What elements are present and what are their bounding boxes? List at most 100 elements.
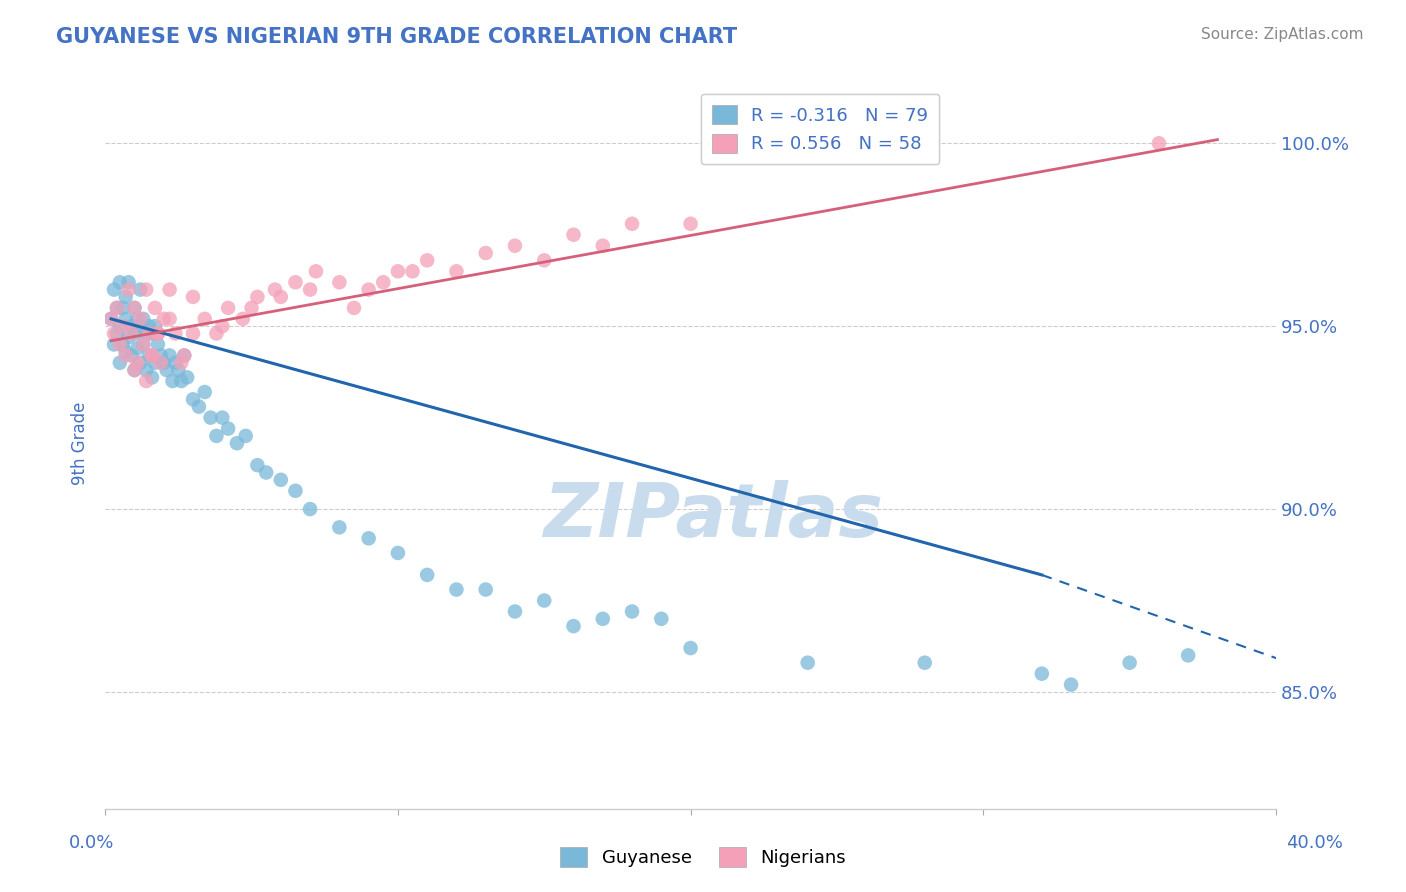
Point — [105, 326, 128, 341]
Point — [235, 429, 257, 443]
Point — [121, 348, 143, 362]
Point — [141, 370, 163, 384]
Point — [446, 264, 468, 278]
Point — [205, 326, 228, 341]
Point — [562, 227, 585, 242]
Point — [401, 264, 423, 278]
Point — [211, 319, 233, 334]
Point — [416, 568, 439, 582]
Point — [167, 363, 190, 377]
Point — [108, 356, 131, 370]
Point — [246, 290, 269, 304]
Point — [117, 330, 139, 344]
Point — [194, 311, 217, 326]
Point — [592, 238, 614, 252]
Point — [194, 384, 217, 399]
Text: Source: ZipAtlas.com: Source: ZipAtlas.com — [1201, 27, 1364, 42]
Point — [181, 392, 204, 407]
Point — [114, 348, 136, 362]
Point — [240, 301, 263, 315]
Point — [187, 400, 209, 414]
Point — [533, 253, 555, 268]
Point — [246, 458, 269, 472]
Point — [176, 370, 198, 384]
Point — [100, 311, 122, 326]
Point — [132, 337, 155, 351]
Point — [270, 290, 292, 304]
Point — [211, 410, 233, 425]
Point — [170, 374, 193, 388]
Point — [173, 348, 195, 362]
Text: 40.0%: 40.0% — [1286, 834, 1343, 852]
Point — [152, 356, 174, 370]
Point — [173, 348, 195, 362]
Point — [159, 283, 181, 297]
Point — [127, 311, 149, 326]
Point — [474, 246, 496, 260]
Legend: R = -0.316   N = 79, R = 0.556   N = 58: R = -0.316 N = 79, R = 0.556 N = 58 — [700, 94, 939, 164]
Point — [446, 582, 468, 597]
Point — [621, 217, 644, 231]
Point — [146, 326, 169, 341]
Point — [117, 275, 139, 289]
Point — [562, 619, 585, 633]
Point — [165, 326, 187, 341]
Y-axis label: 9th Grade: 9th Grade — [72, 401, 89, 485]
Point — [135, 326, 157, 341]
Point — [284, 275, 307, 289]
Text: ZIPatlas: ZIPatlas — [544, 480, 884, 553]
Point — [357, 283, 380, 297]
Point — [232, 311, 254, 326]
Point — [121, 319, 143, 334]
Point — [205, 429, 228, 443]
Point — [373, 275, 395, 289]
Point — [181, 326, 204, 341]
Point — [143, 319, 166, 334]
Point — [108, 275, 131, 289]
Point — [103, 283, 125, 297]
Point — [503, 238, 526, 252]
Point — [299, 502, 322, 516]
Point — [127, 356, 149, 370]
Point — [111, 319, 134, 334]
Point — [114, 311, 136, 326]
Point — [129, 319, 152, 334]
Point — [328, 275, 350, 289]
Point — [111, 301, 134, 315]
Point — [129, 283, 152, 297]
Point — [127, 341, 149, 355]
Point — [1031, 666, 1053, 681]
Point — [129, 311, 152, 326]
Point — [679, 641, 702, 656]
Point — [159, 348, 181, 362]
Point — [111, 337, 134, 351]
Point — [170, 356, 193, 370]
Point — [100, 311, 122, 326]
Point — [1060, 678, 1083, 692]
Point — [138, 326, 160, 341]
Point — [124, 301, 146, 315]
Text: GUYANESE VS NIGERIAN 9TH GRADE CORRELATION CHART: GUYANESE VS NIGERIAN 9TH GRADE CORRELATI… — [56, 27, 737, 46]
Point — [1177, 648, 1199, 663]
Point — [165, 356, 187, 370]
Point — [121, 326, 143, 341]
Point — [650, 612, 672, 626]
Point — [141, 348, 163, 362]
Point — [124, 301, 146, 315]
Point — [305, 264, 328, 278]
Point — [226, 436, 249, 450]
Point — [135, 363, 157, 377]
Point — [135, 283, 157, 297]
Point — [503, 605, 526, 619]
Point — [146, 337, 169, 351]
Point — [299, 283, 322, 297]
Point — [162, 374, 184, 388]
Point — [124, 363, 146, 377]
Point — [387, 546, 409, 560]
Point — [270, 473, 292, 487]
Point — [914, 656, 936, 670]
Point — [621, 605, 644, 619]
Point — [533, 593, 555, 607]
Legend: Guyanese, Nigerians: Guyanese, Nigerians — [553, 839, 853, 874]
Point — [129, 356, 152, 370]
